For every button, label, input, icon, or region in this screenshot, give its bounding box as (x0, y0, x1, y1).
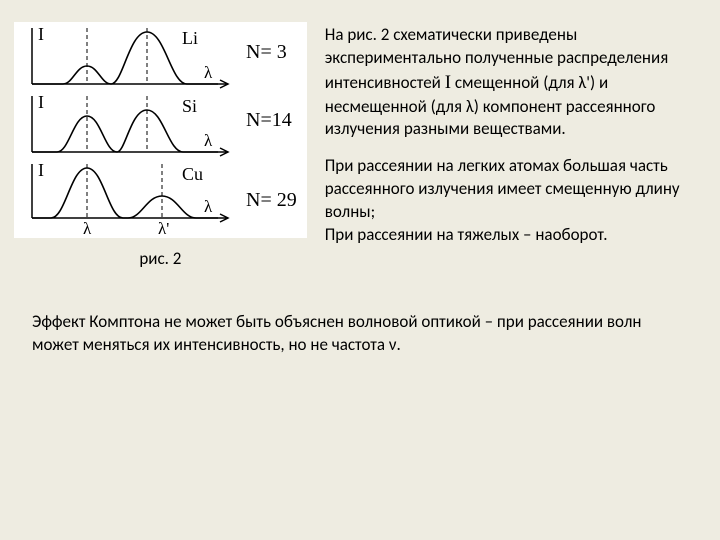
paragraph-compton-effect: Эффект Комптона не может быть объяснен в… (14, 311, 692, 357)
diagram-panel-cu: ICuλλλ'N= 29 (14, 158, 307, 238)
svg-text:Li: Li (182, 28, 198, 48)
svg-text:I: I (38, 160, 44, 180)
svg-text:λ: λ (204, 131, 213, 150)
figure-column: ILiλN= 3ISiλN=14ICuλλλ'N= 29 рис. 2 (14, 22, 307, 271)
svg-text:λ: λ (204, 63, 213, 82)
intensity-diagram: ILiλN= 3ISiλN=14ICuλλλ'N= 29 (14, 22, 307, 238)
svg-text:I: I (38, 92, 44, 112)
paragraph-scattering: При рассеянии на легких атомах большая ч… (325, 155, 692, 247)
n-label-li: N= 3 (246, 39, 287, 90)
svg-text:Si: Si (182, 96, 197, 116)
panel-svg-si: I Siλ (14, 90, 234, 158)
panel-svg-cu: ICuλλλ' (14, 158, 234, 238)
svg-text:λ: λ (83, 219, 92, 238)
svg-text:λ': λ' (158, 219, 169, 238)
panel-svg-li: I Liλ (14, 22, 234, 90)
svg-text:I: I (38, 24, 44, 44)
n-label-si: N=14 (246, 107, 292, 158)
figure-caption: рис. 2 (139, 248, 181, 271)
svg-text:λ: λ (204, 197, 213, 216)
text-column: На рис. 2 схематически приведены экспери… (325, 22, 692, 247)
paragraph-description: На рис. 2 схематически приведены экспери… (325, 24, 692, 141)
svg-text:Cu: Cu (182, 164, 203, 184)
diagram-panel-li: I Liλ N= 3 (14, 22, 307, 90)
top-row: ILiλN= 3ISiλN=14ICuλλλ'N= 29 рис. 2 На р… (14, 22, 692, 271)
diagram-panel-si: I Siλ N=14 (14, 90, 307, 158)
n-label-cu: N= 29 (246, 187, 297, 238)
